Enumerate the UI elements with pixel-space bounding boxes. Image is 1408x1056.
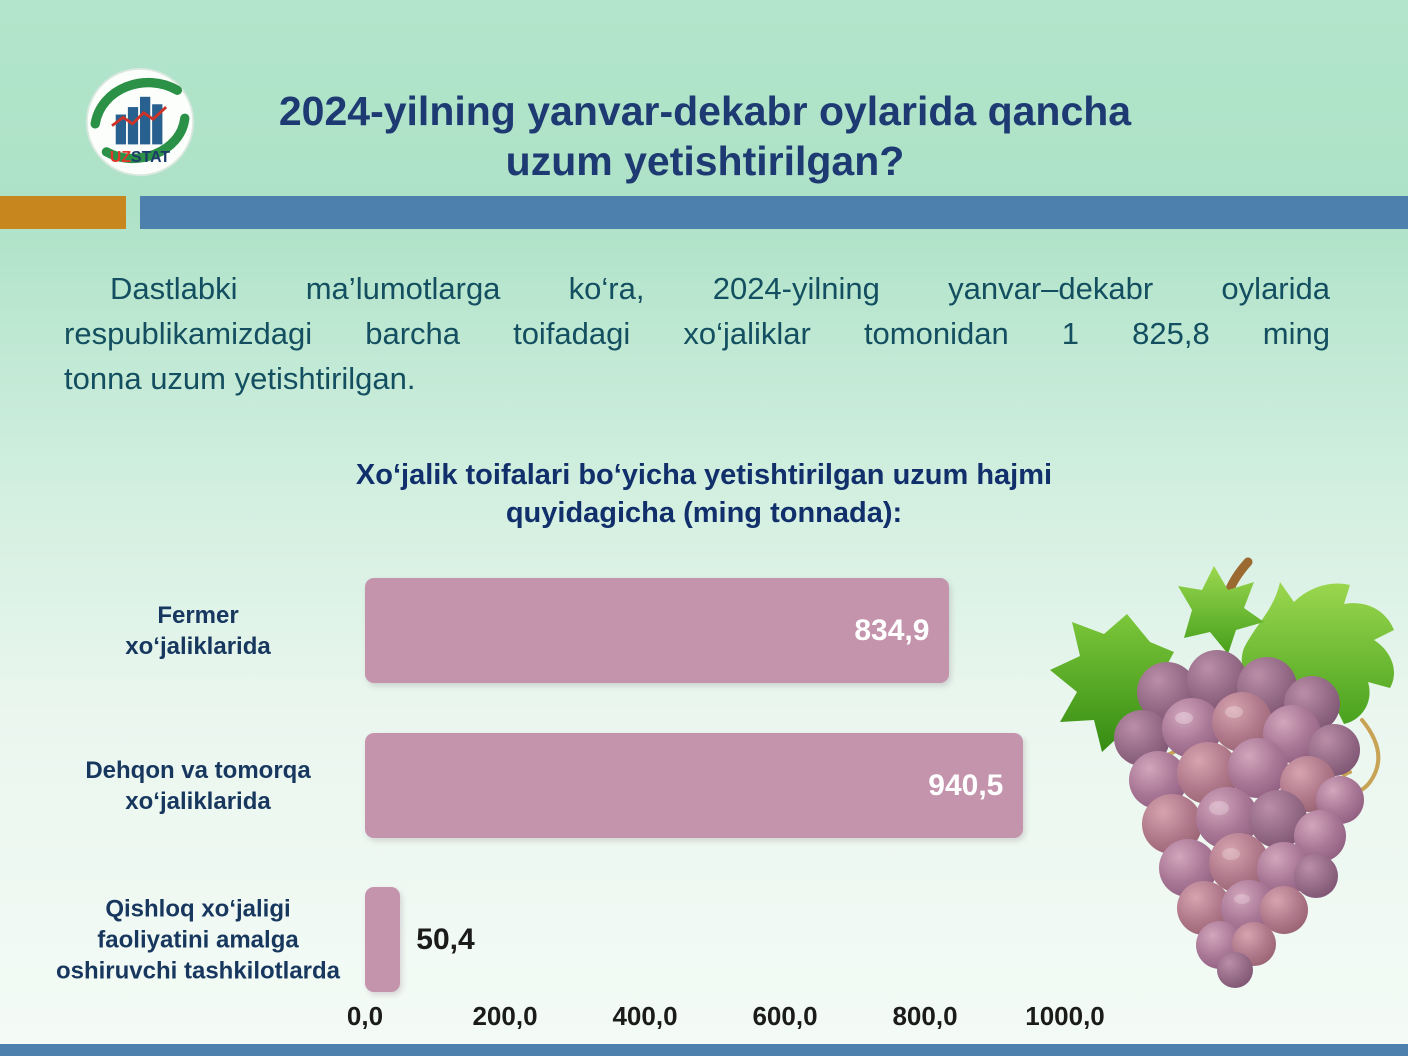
category-label: Dehqon va tomorqa xo‘jaliklarida — [85, 756, 311, 815]
page-title: 2024-yilning yanvar-dekabr oylarida qanc… — [278, 88, 1132, 184]
vine-leaf-top-icon — [1178, 566, 1264, 654]
uzstat-logo: UZSTAT — [85, 67, 195, 177]
chart-title: Xo‘jalik toifalari bo‘yicha yetishtirilg… — [355, 459, 1053, 529]
x-axis-tick-label: 0,0 — [346, 1001, 384, 1031]
x-axis-tick-label: 1000,0 — [1025, 1001, 1105, 1031]
intro-line: Dastlabki ma’lumotlarga ko‘ra, 2024-yiln… — [110, 271, 1330, 306]
x-axis-tick-label: 400,0 — [612, 1001, 678, 1031]
divider-orange-block — [0, 196, 126, 229]
logo-text-stat: STAT — [131, 149, 170, 166]
x-axis-tick-label: 200,0 — [472, 1001, 538, 1031]
bar-3 — [365, 887, 401, 992]
logo-swoosh-top — [90, 77, 182, 129]
logo-text-uz: UZ — [110, 149, 131, 166]
intro-line: respublikamizdagi barcha toifadagi xo‘ja… — [64, 316, 1330, 351]
logo-bar-chart-icon — [115, 96, 163, 145]
intro-paragraph: Dastlabki ma’lumotlarga ko‘ra, 2024-yiln… — [64, 266, 1330, 401]
logo-text: UZSTAT — [110, 149, 171, 166]
logo-trend-line-icon — [111, 106, 168, 127]
divider-blue-bar — [140, 196, 1408, 229]
intro-line: tonna uzum yetishtirilgan. — [64, 361, 416, 396]
category-label: Fermer xo‘jaliklarida — [125, 601, 271, 660]
x-axis-tick-label: 800,0 — [892, 1001, 958, 1031]
x-axis-tick-label: 600,0 — [752, 1001, 818, 1031]
grape-cluster — [1114, 650, 1364, 988]
footer-bar — [0, 1044, 1408, 1056]
value-label: 50,4 — [416, 922, 475, 956]
bar-1: 834,9 — [365, 578, 950, 683]
value-label: 940,5 — [928, 768, 1004, 802]
logo-swoosh-bottom — [101, 113, 190, 164]
value-label: 834,9 — [854, 613, 930, 647]
bar-2: 940,5 — [365, 733, 1024, 838]
grapes-image — [1050, 557, 1395, 988]
category-label: Qishloq xo‘jaligi faoliyatini amalga osh… — [55, 895, 341, 984]
